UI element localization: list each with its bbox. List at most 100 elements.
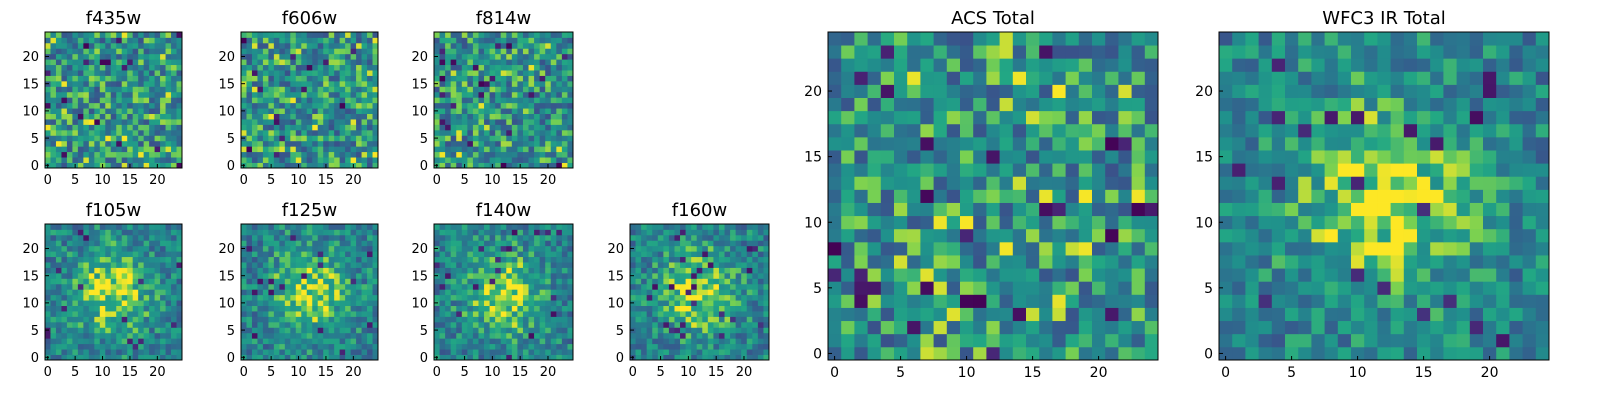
heatmap-cell: [567, 338, 574, 345]
heatmap-cell: [241, 343, 247, 350]
heatmap-cell: [66, 300, 73, 306]
heatmap-cell: [691, 256, 698, 263]
heatmap-cell: [680, 283, 686, 290]
heatmap-cell: [484, 267, 490, 274]
heatmap-cell: [522, 349, 529, 355]
heatmap-cell: [312, 75, 319, 82]
heatmap-cell: [1092, 294, 1106, 308]
heatmap-cell: [489, 75, 496, 82]
heatmap-cell: [132, 42, 139, 49]
heatmap-cell: [445, 64, 452, 71]
heatmap-cell: [539, 135, 546, 142]
heatmap-cell: [506, 102, 513, 109]
heatmap-cell: [257, 102, 264, 109]
heatmap-cell: [511, 162, 518, 169]
heatmap-cell: [361, 37, 368, 44]
heatmap-cell: [372, 37, 379, 44]
heatmap-cell: [241, 338, 247, 345]
heatmap-cell: [143, 157, 150, 163]
heatmap-cell: [1052, 268, 1066, 282]
heatmap-cell: [45, 48, 51, 55]
heatmap-cell: [312, 80, 319, 87]
heatmap-cell: [176, 102, 183, 109]
panel-title: f606w: [282, 8, 337, 29]
heatmap-cell: [61, 53, 68, 60]
heatmap-cell: [439, 343, 446, 350]
heatmap-cell: [361, 272, 368, 279]
heatmap-cell: [528, 316, 535, 323]
heatmap-cell: [534, 354, 541, 361]
heatmap-cell: [999, 215, 1014, 230]
heatmap-cell: [143, 129, 150, 136]
heatmap-cell: [484, 80, 490, 87]
heatmap-cell: [456, 332, 463, 339]
heatmap-cell: [828, 163, 842, 177]
heatmap-cell: [262, 327, 269, 334]
heatmap-cell: [746, 343, 753, 350]
heatmap-cell: [657, 229, 664, 236]
heatmap-cell: [99, 140, 106, 147]
heatmap-cell: [306, 80, 313, 87]
heatmap-cell: [77, 102, 84, 109]
heatmap-cell: [489, 305, 496, 312]
heatmap-cell: [641, 321, 648, 328]
heatmap-cell: [439, 316, 446, 323]
heatmap-cell: [478, 80, 485, 87]
heatmap-cell: [121, 316, 128, 323]
heatmap-cell: [350, 245, 357, 252]
heatmap-cell: [268, 283, 275, 290]
heatmap-cell: [450, 305, 457, 312]
heatmap-cell: [132, 113, 139, 120]
x-tick-label: 15: [318, 365, 335, 380]
heatmap-cell: [434, 251, 440, 258]
heatmap-cell: [489, 327, 496, 334]
heatmap-cell: [894, 294, 908, 308]
heatmap-cell: [312, 327, 319, 334]
heatmap-cell: [456, 108, 463, 114]
heatmap-cell: [1039, 307, 1053, 322]
heatmap-cell: [345, 97, 351, 104]
heatmap-cell: [99, 37, 106, 44]
heatmap-cell: [478, 42, 485, 49]
heatmap-cell: [489, 349, 496, 355]
heatmap-cell: [920, 110, 934, 125]
heatmap-cell: [262, 272, 269, 279]
heatmap-cell: [356, 108, 362, 114]
heatmap-cell: [361, 48, 368, 55]
heatmap-cell: [528, 327, 535, 334]
heatmap-cell: [372, 157, 379, 163]
heatmap-cell: [920, 346, 934, 361]
heatmap-cell: [110, 240, 117, 247]
heatmap-cell: [434, 140, 440, 147]
heatmap-cell: [946, 346, 961, 361]
heatmap-cell: [545, 256, 552, 263]
heatmap-cell: [317, 305, 324, 312]
heatmap-cell: [500, 113, 507, 120]
heatmap-cell: [165, 42, 172, 49]
heatmap-cell: [1012, 163, 1027, 177]
heatmap-cell: [960, 294, 974, 308]
heatmap-cell: [99, 32, 106, 38]
heatmap-cell: [66, 338, 73, 345]
heatmap-cell: [55, 146, 62, 153]
heatmap-cell: [50, 102, 57, 109]
heatmap-cell: [246, 53, 253, 60]
heatmap-cell: [1131, 189, 1146, 203]
heatmap-cell: [171, 162, 177, 169]
heatmap-cell: [66, 70, 73, 76]
heatmap-cell: [867, 255, 882, 269]
heatmap-cell: [484, 119, 490, 125]
heatmap-cell: [372, 42, 379, 49]
heatmap-cell: [495, 80, 502, 87]
heatmap-cell: [301, 278, 308, 285]
heatmap-cell: [268, 262, 275, 268]
heatmap-cell: [495, 262, 502, 268]
heatmap-cell: [1144, 320, 1159, 335]
heatmap-cell: [273, 42, 280, 49]
heatmap-cell: [741, 267, 748, 274]
heatmap-cell: [66, 124, 73, 131]
heatmap-cell: [1131, 307, 1146, 322]
heatmap-cell: [763, 240, 770, 247]
heatmap-cell: [160, 151, 166, 158]
heatmap-cell: [110, 32, 117, 38]
